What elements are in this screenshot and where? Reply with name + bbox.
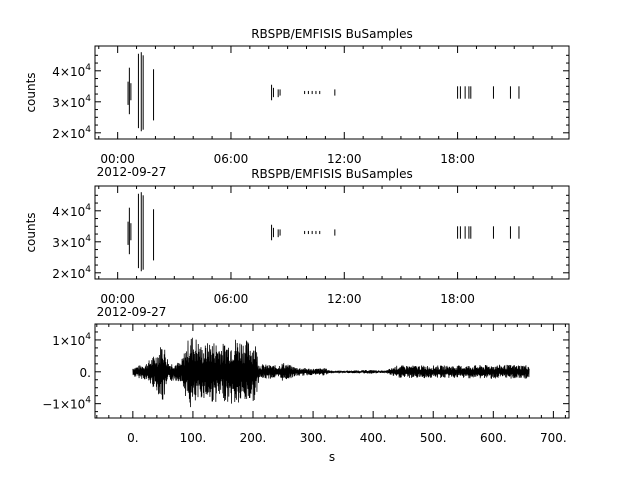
y-tick-label-times: ×	[60, 205, 70, 219]
y-tick-label-exponent: 4	[85, 63, 91, 73]
x-tick-label: 12:00	[327, 292, 362, 306]
y-tick-label-text: 2×104	[52, 265, 91, 281]
x-tick-label: 18:00	[440, 152, 475, 166]
x-tick-label: 18:00	[440, 292, 475, 306]
x-tick-label: 700.	[540, 431, 567, 445]
x-tick-label: 300.	[300, 431, 327, 445]
y-tick-label: 0.	[80, 366, 91, 380]
chart-title: RBSPB/EMFISIS BuSamples	[251, 167, 413, 181]
x-tick-label: 500.	[420, 431, 447, 445]
x-tick-label: 400.	[360, 431, 387, 445]
y-tick-label-times: ×	[60, 65, 70, 79]
x-tick-label: 0.	[127, 431, 138, 445]
y-tick-label-exponent: 4	[85, 125, 91, 135]
y-tick-label: 2×104	[52, 125, 91, 141]
x-tick-label: 200.	[240, 431, 267, 445]
x-date-label: 2012-09-27	[97, 165, 167, 179]
x-tick-label: 100.	[180, 431, 207, 445]
plot-frame	[94, 45, 570, 140]
x-tick-label: 00:00	[100, 292, 135, 306]
y-tick-label-times: ×	[60, 96, 70, 110]
x-axis-label: s	[329, 450, 335, 464]
y-tick-label: 2×104	[52, 265, 91, 281]
y-tick-label-text: 2×104	[52, 125, 91, 141]
y-tick-label: 4×104	[52, 63, 91, 79]
y-axis-label: counts	[24, 212, 38, 252]
y-axis-label: counts	[24, 72, 38, 112]
y-tick-label-mantissa: 3	[52, 96, 60, 110]
waveform-series	[132, 337, 530, 408]
y-tick-label-base: 10	[70, 236, 85, 250]
y-tick-label: 3×104	[52, 234, 91, 250]
y-tick-label-mantissa: 4	[52, 65, 60, 79]
y-tick-label-text: 1×10	[52, 334, 85, 348]
y-tick-label-base: 10	[70, 205, 85, 219]
y-tick-label-text: 4×104	[52, 63, 91, 79]
y-tick-label-exponent: 4	[85, 94, 91, 104]
y-tick-label-exponent: 4	[85, 396, 91, 406]
plot-frame	[94, 323, 570, 419]
y-tick-label-times: ×	[60, 127, 70, 141]
y-tick-label-text: 0.	[80, 366, 91, 380]
y-tick-label: −1×104	[42, 396, 91, 412]
y-tick-label-mantissa: 2	[52, 127, 60, 141]
y-tick-label-text: 4×104	[52, 203, 91, 219]
panel-1: RBSPB/EMFISIS BuSamplescounts2×1043×1044…	[24, 27, 570, 179]
y-tick-label-base: 10	[70, 96, 85, 110]
y-tick-label-base: 10	[70, 127, 85, 141]
x-tick-label: 12:00	[327, 152, 362, 166]
y-tick-label-text: 3×104	[52, 94, 91, 110]
y-tick-label-exponent: 4	[85, 234, 91, 244]
y-tick-label: 3×104	[52, 94, 91, 110]
y-tick-label-mantissa: 2	[52, 267, 60, 281]
plot-frame	[94, 185, 570, 280]
y-tick-label-mantissa: 3	[52, 236, 60, 250]
y-tick-label: 1×104	[52, 332, 91, 348]
x-tick-label: 600.	[480, 431, 507, 445]
y-tick-label-exponent: 4	[85, 332, 91, 342]
y-tick-label-base: 10	[70, 65, 85, 79]
y-tick-label-exponent: 4	[85, 203, 91, 213]
x-tick-label: 00:00	[100, 152, 135, 166]
panel-2: RBSPB/EMFISIS BuSamplescounts2×1043×1044…	[24, 167, 570, 319]
y-tick-label-times: ×	[60, 236, 70, 250]
y-tick-label-exponent: 4	[85, 265, 91, 275]
y-tick-label-text: 3×104	[52, 234, 91, 250]
y-tick-label-base: 10	[70, 267, 85, 281]
y-tick-label-times: ×	[60, 267, 70, 281]
chart-title: RBSPB/EMFISIS BuSamples	[251, 27, 413, 41]
x-tick-label: 06:00	[214, 292, 249, 306]
x-tick-label: 06:00	[214, 152, 249, 166]
x-date-label: 2012-09-27	[97, 305, 167, 319]
y-tick-label-mantissa: 4	[52, 205, 60, 219]
y-tick-label-text: −1×10	[42, 398, 85, 412]
y-tick-label: 4×104	[52, 203, 91, 219]
